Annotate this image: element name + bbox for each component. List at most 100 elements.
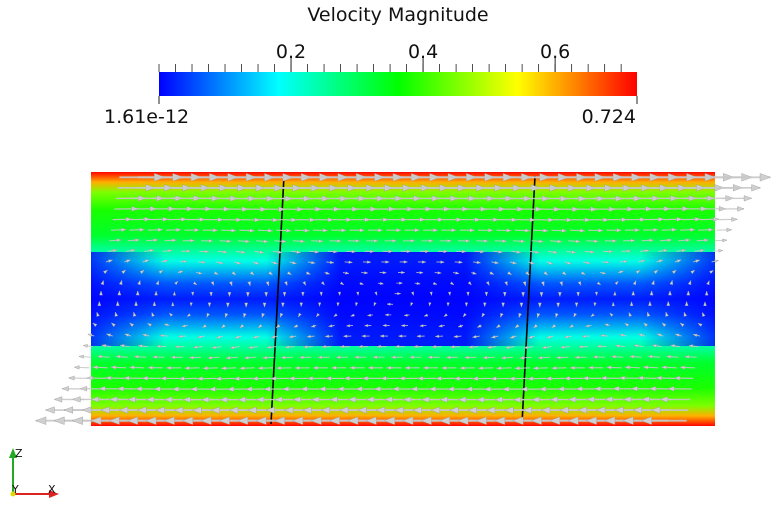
velocity-arrow bbox=[376, 344, 387, 349]
velocity-arrow bbox=[257, 323, 263, 329]
velocity-arrow bbox=[434, 334, 444, 338]
velocity-arrow bbox=[459, 228, 476, 233]
velocity-arrow bbox=[177, 270, 184, 274]
velocity-arrow bbox=[641, 238, 655, 243]
velocity-arrow bbox=[559, 281, 563, 287]
velocity-arrow bbox=[643, 227, 659, 233]
velocity-arrow bbox=[606, 228, 623, 233]
velocity-arrow bbox=[584, 250, 595, 254]
velocity-arrow bbox=[289, 260, 297, 265]
velocity-arrow bbox=[459, 365, 475, 371]
velocity-arrow bbox=[196, 271, 203, 275]
velocity-arrow bbox=[604, 323, 610, 327]
velocity-arrow bbox=[239, 228, 256, 233]
velocity-arrow bbox=[133, 354, 147, 359]
velocity-arrow bbox=[351, 217, 371, 223]
velocity-arrow bbox=[206, 355, 220, 360]
velocity-arrow bbox=[462, 312, 467, 318]
velocity-arrow bbox=[229, 345, 240, 350]
velocity-arrow bbox=[555, 355, 569, 360]
velocity-arrow bbox=[237, 239, 251, 244]
velocity-arrow bbox=[541, 345, 552, 350]
velocity-arrow bbox=[342, 334, 352, 338]
velocity-arrow bbox=[526, 376, 547, 382]
velocity-arrow bbox=[245, 292, 250, 298]
velocity-arrow bbox=[192, 281, 198, 286]
velocity-arrow bbox=[252, 261, 260, 265]
velocity-arrow bbox=[668, 290, 672, 296]
velocity-arrow bbox=[639, 249, 650, 253]
velocity-arrow bbox=[274, 239, 288, 244]
velocity-arrow bbox=[402, 238, 416, 243]
velocity-arrow bbox=[483, 302, 487, 308]
velocity-arrow bbox=[424, 217, 445, 223]
velocity-arrow bbox=[440, 365, 457, 371]
velocity-arrow bbox=[141, 375, 162, 381]
velocity-arrow bbox=[125, 248, 136, 253]
velocity-arrow bbox=[364, 324, 372, 328]
velocity-arrow bbox=[124, 259, 132, 263]
velocity-arrow bbox=[321, 345, 332, 349]
velocity-arrow bbox=[127, 238, 141, 243]
velocity-arrow bbox=[446, 302, 450, 307]
velocity-arrow bbox=[490, 376, 510, 382]
velocity-arrow bbox=[466, 291, 470, 297]
velocity-arrow bbox=[225, 355, 238, 360]
velocity-arrow bbox=[142, 333, 150, 338]
velocity-arrow bbox=[356, 291, 360, 296]
velocity-arrow bbox=[149, 216, 169, 222]
velocity-arrow bbox=[319, 291, 323, 297]
velocity-arrow bbox=[573, 312, 578, 318]
velocity-arrow bbox=[644, 217, 665, 222]
velocity-arrow bbox=[128, 365, 145, 370]
velocity-arrow bbox=[529, 250, 540, 254]
velocity-arrow bbox=[457, 324, 464, 328]
velocity-arrow bbox=[638, 259, 646, 263]
velocity-arrow bbox=[315, 312, 320, 318]
velocity-arrow bbox=[656, 333, 664, 337]
velocity-arrow bbox=[216, 260, 224, 265]
velocity-arrow bbox=[624, 227, 641, 233]
field-cut-line-2 bbox=[521, 175, 536, 425]
colorbar: Velocity Magnitude 0.2 0.4 0.6 1.61e-12 0.… bbox=[104, 4, 638, 128]
field-cut-line-1 bbox=[270, 175, 285, 425]
x-axis-label: X bbox=[48, 483, 56, 496]
velocity-arrow bbox=[614, 280, 619, 286]
velocity-arrow bbox=[115, 300, 120, 306]
velocity-arrow bbox=[353, 355, 367, 360]
velocity-arrow bbox=[694, 248, 705, 253]
velocity-arrow bbox=[318, 302, 322, 307]
velocity-arrow bbox=[244, 302, 249, 308]
velocity-arrow bbox=[704, 290, 709, 296]
velocity-arrow bbox=[495, 324, 501, 329]
velocity-arrow bbox=[406, 217, 426, 222]
velocity-arrow bbox=[516, 217, 537, 223]
velocity-arrow bbox=[410, 291, 414, 296]
velocity-arrow bbox=[234, 261, 242, 265]
velocity-arrow bbox=[361, 376, 382, 381]
velocity-arrow bbox=[394, 344, 405, 349]
velocity-arrow bbox=[541, 281, 545, 287]
velocity-arrow bbox=[673, 375, 694, 381]
velocity-arrow bbox=[109, 238, 122, 243]
velocity-arrow bbox=[698, 227, 714, 232]
velocity-arrow bbox=[545, 376, 565, 381]
field-blue-core bbox=[91, 252, 715, 346]
velocity-arrow bbox=[372, 355, 385, 360]
velocity-arrow bbox=[206, 312, 210, 318]
velocity-arrow bbox=[137, 344, 148, 348]
velocity-arrow bbox=[386, 302, 394, 306]
velocity-arrow bbox=[276, 228, 292, 233]
velocity-arrow bbox=[414, 281, 421, 285]
colorbar-major-ticks: 0.2 0.4 0.6 bbox=[276, 41, 570, 72]
velocity-arrow bbox=[461, 217, 481, 223]
velocity-arrow bbox=[265, 281, 270, 287]
velocity-arrow bbox=[236, 250, 247, 254]
velocity-arrow bbox=[307, 260, 316, 265]
velocity-arrow bbox=[559, 345, 570, 349]
velocity-arrow bbox=[674, 333, 682, 337]
velocity-arrow bbox=[306, 376, 327, 381]
velocity-arrow bbox=[129, 322, 135, 328]
velocity-arrow bbox=[629, 354, 642, 359]
velocity-arrow bbox=[330, 365, 347, 370]
